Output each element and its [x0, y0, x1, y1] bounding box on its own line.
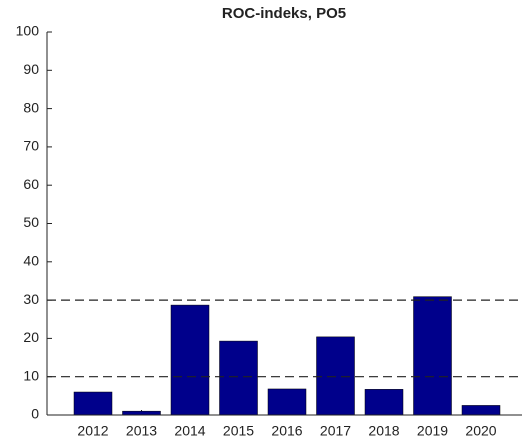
- x-tick-label: 2016: [271, 423, 302, 439]
- y-tick-label: 100: [16, 23, 40, 39]
- y-tick-label: 40: [23, 253, 39, 269]
- bar: [170, 304, 210, 416]
- y-tick-label: 0: [31, 406, 39, 422]
- chart-title: ROC-indeks, PO5: [222, 5, 346, 22]
- x-tick-label: 2017: [320, 423, 351, 439]
- x-tick-label: 2018: [368, 423, 399, 439]
- x-tick-label: 2014: [174, 423, 205, 439]
- y-tick-label: 80: [23, 99, 39, 115]
- x-tick-label: 2012: [77, 423, 108, 439]
- y-tick-label: 60: [23, 176, 39, 192]
- bar: [267, 388, 307, 416]
- y-tick-label: 10: [23, 367, 39, 383]
- x-tick-label: 2015: [223, 423, 254, 439]
- x-tick-label: 2013: [126, 423, 157, 439]
- y-tick-label: 20: [23, 329, 39, 345]
- bar: [219, 340, 258, 416]
- y-tick-label: 50: [23, 214, 39, 230]
- y-tick-label: 90: [23, 61, 39, 77]
- bar: [364, 389, 404, 416]
- bar: [73, 391, 113, 416]
- bar: [316, 336, 355, 416]
- x-tick-label: 2019: [417, 423, 448, 439]
- bar: [461, 405, 501, 416]
- y-tick-label: 70: [23, 138, 39, 154]
- x-tick-label: 2020: [465, 423, 496, 439]
- bar: [413, 296, 452, 416]
- y-tick-label: 30: [23, 291, 39, 307]
- bar: [122, 410, 161, 416]
